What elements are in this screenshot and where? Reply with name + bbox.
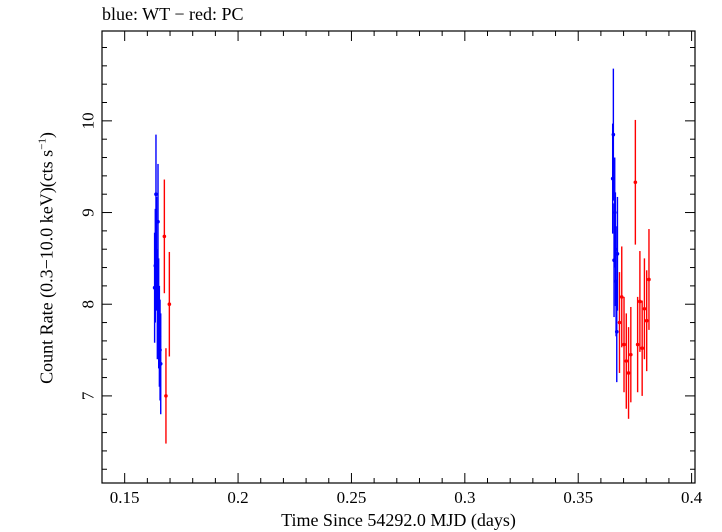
data-point [633,180,638,185]
x-tick-label: 0.25 [337,488,367,507]
data-point [644,318,649,323]
x-tick-label: 0.2 [227,488,248,507]
axis-ticks [102,31,695,483]
data-point [158,362,163,366]
x-tick-label: 0.15 [110,488,140,507]
data-point [626,371,631,375]
data-point [619,295,624,299]
data-point [167,302,172,307]
data-point [162,234,167,239]
x-axis-label: Time Since 54292.0 MJD (days) [281,510,516,530]
y-tick-label: 7 [79,391,98,400]
x-tick-label: 0.4 [681,488,703,507]
data-point [635,342,640,347]
y-tick-label: 8 [79,300,98,309]
plot-frame [101,30,696,484]
data-point [617,320,622,325]
x-tick-label: 0.3 [454,488,475,507]
data-point [624,359,629,363]
data-point [611,132,616,137]
data-point [640,346,644,351]
data-point [629,352,633,357]
y-axis-label-exponent: −1 [36,138,49,150]
data-point [642,307,647,311]
y-tick-label: 10 [79,112,98,129]
chart-title: blue: WT − red: PC [102,4,244,24]
y-axis-label-main: Count Rate (0.3−10.0 keV)(cts s [36,149,57,384]
data-points [152,68,651,444]
data-point [164,394,168,398]
x-tick-label: 0.35 [563,488,593,507]
y-axis-label: Count Rate (0.3−10.0 keV)(cts s−1) [37,132,58,384]
data-point [156,219,160,224]
y-axis-label-close: ) [36,132,57,139]
data-point [615,251,620,256]
data-point [614,329,619,334]
data-point [622,342,626,347]
axis-tick-labels: 0.15 0.2 0.25 0.3 0.35 0.4 7 8 9 10 [79,112,703,507]
y-tick-label: 9 [79,208,98,217]
data-point [154,192,158,196]
data-point [647,277,651,282]
data-point [638,299,642,304]
